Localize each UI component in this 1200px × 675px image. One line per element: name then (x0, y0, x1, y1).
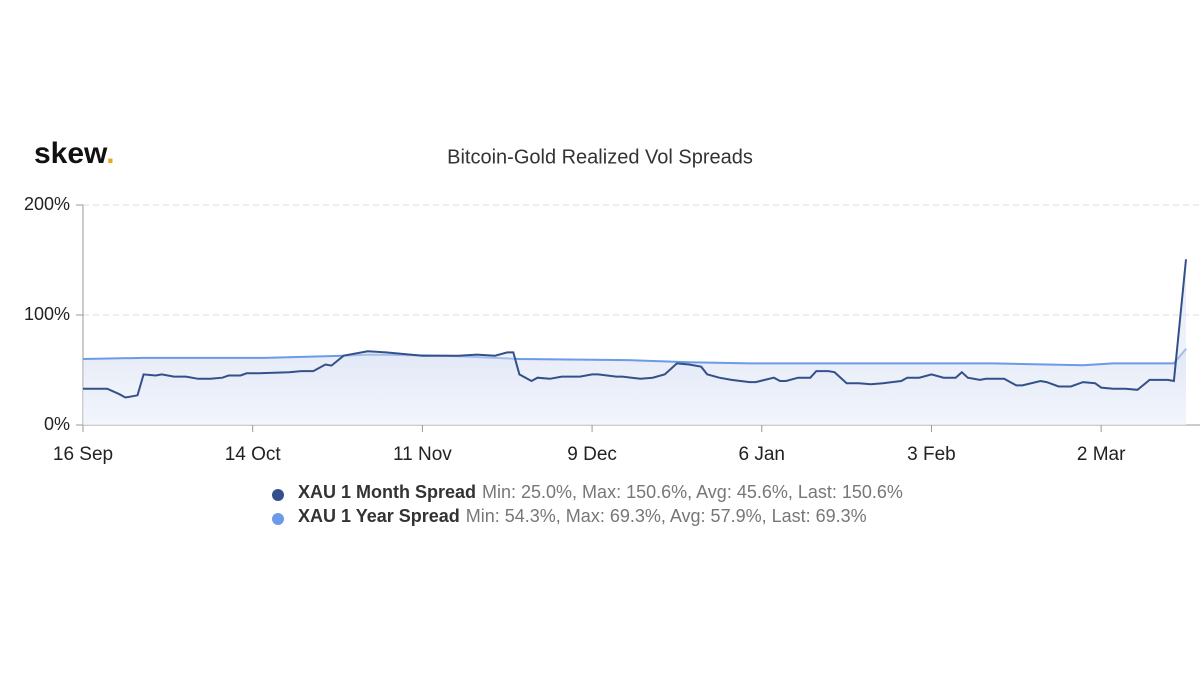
series-line (82, 348, 1187, 367)
legend-marker (272, 489, 284, 501)
legend-entry: XAU 1 Month Spread Min: 25.0%, Max: 150.6… (298, 482, 903, 502)
y-tick-label: 200% (24, 194, 70, 214)
series-area (83, 259, 1186, 425)
plot: 0% 100% 200% 16 Sep 14 Oct 11 Nov 9 Dec 6 Jan 3 … (24, 194, 1200, 526)
legend-stats: Min: 25.0%, Max: 150.6%, Avg: 45.6%, Las… (482, 482, 903, 502)
y-tick-label: 100% (24, 304, 70, 324)
x-tick-label: 16 Sep (53, 444, 113, 465)
legend-marker (272, 513, 284, 525)
series-line (83, 259, 1187, 399)
legend-entry: XAU 1 Year Spread Min: 54.3%, Max: 69.3%,… (298, 506, 867, 526)
chart-title: Bitcoin-Gold Realized Vol Spreads (447, 146, 753, 168)
x-tick-label: 11 Nov (393, 444, 452, 465)
legend-stats: Min: 54.3%, Max: 69.3%, Avg: 57.9%, Last… (466, 506, 867, 526)
x-tick-label: 14 Oct (225, 444, 282, 465)
x-tick-label: 9 Dec (567, 444, 617, 465)
legend-name: XAU 1 Month Spread (298, 482, 476, 502)
x-tick-label: 2 Mar (1077, 444, 1126, 465)
y-tick-label: 0% (44, 414, 70, 434)
x-tick-label: 3 Feb (907, 444, 956, 465)
legend-name: XAU 1 Year Spread (298, 506, 460, 526)
logo: skew. (34, 137, 115, 170)
x-tick-label: 6 Jan (739, 444, 785, 465)
